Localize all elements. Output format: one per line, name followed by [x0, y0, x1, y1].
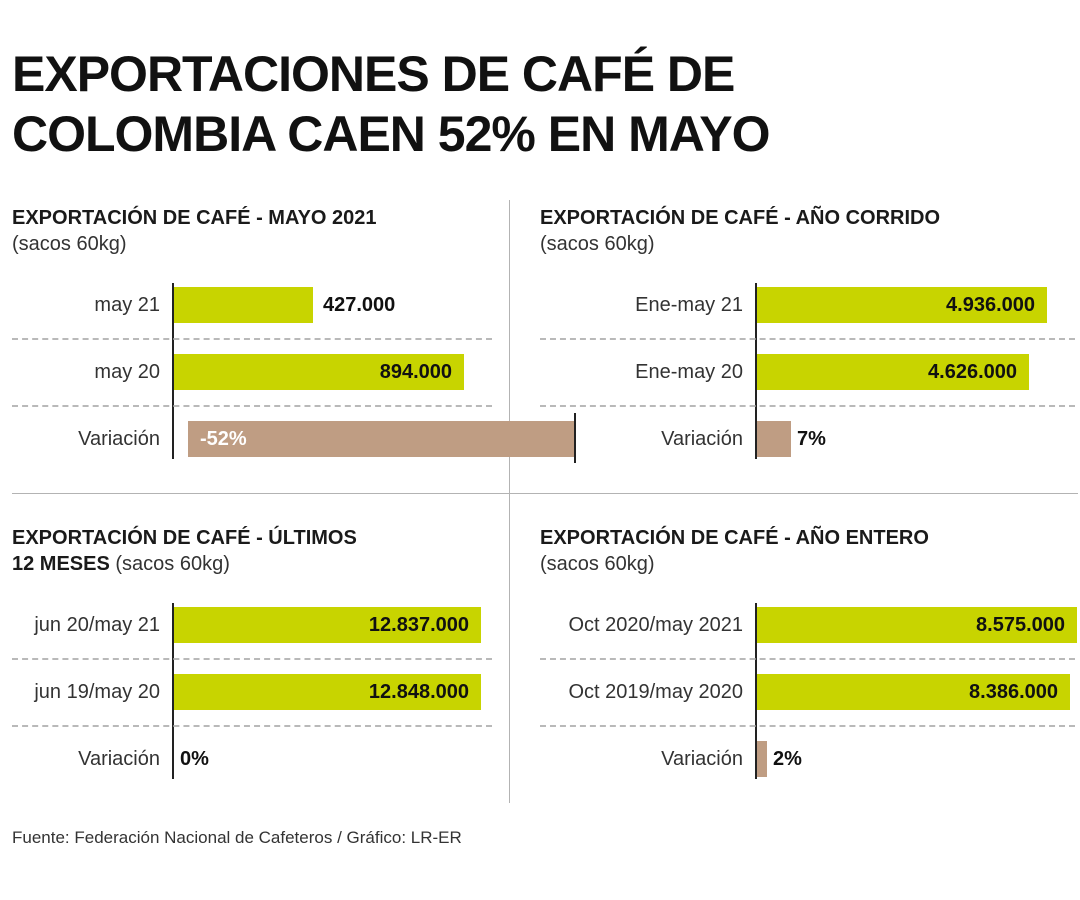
category-label: Oct 2020/may 2021 [568, 614, 743, 636]
chart-axis [172, 283, 174, 459]
value-label: 12.848.000 [368, 681, 469, 703]
row-separator [12, 338, 492, 340]
chart-title: EXPORTACIÓN DE CAFÉ - AÑO CORRIDO [540, 207, 941, 229]
bar-current [757, 607, 1077, 643]
chart-panel-ultimos-12-meses: EXPORTACIÓN DE CAFÉ - ÚLTIMOS 12 MESES (… [12, 525, 542, 825]
page-title: EXPORTACIONES DE CAFÉ DE COLOMBIA CAEN 5… [12, 44, 1062, 164]
category-label: may 21 [94, 294, 160, 316]
bar-previous [174, 674, 481, 710]
category-label: jun 19/may 20 [34, 681, 160, 703]
variation-label: Variación [78, 428, 160, 450]
category-label: Ene-may 21 [635, 294, 743, 316]
source-note: Fuente: Federación Nacional de Cafeteros… [12, 828, 462, 847]
title-line-2: COLOMBIA CAEN 52% EN MAYO [12, 106, 771, 162]
row-separator [540, 338, 1075, 340]
category-label: may 20 [94, 361, 160, 383]
chart-axis [755, 603, 757, 779]
chart-title: EXPORTACIÓN DE CAFÉ - MAYO 2021 [12, 207, 377, 229]
chart-title-line-2: 12 MESES [12, 553, 110, 575]
chart-header: EXPORTACIÓN DE CAFÉ - AÑO CORRIDO (sacos… [540, 205, 940, 257]
row-separator [12, 405, 492, 407]
chart-unit: (sacos 60kg) [540, 553, 655, 575]
chart-unit: (sacos 60kg) [115, 553, 230, 575]
chart-unit: (sacos 60kg) [540, 233, 655, 255]
value-label: 427.000 [323, 294, 396, 316]
bar-current [757, 287, 1047, 323]
row-separator [540, 658, 1075, 660]
value-label: 8.575.000 [976, 614, 1065, 636]
bar-previous [757, 674, 1070, 710]
row-separator [12, 725, 492, 727]
variation-value: 7% [797, 428, 826, 450]
variation-label: Variación [661, 428, 743, 450]
chart-header: EXPORTACIÓN DE CAFÉ - MAYO 2021 (sacos 6… [12, 205, 377, 257]
category-label: Oct 2019/may 2020 [568, 681, 743, 703]
bar-current [174, 287, 313, 323]
row-separator [540, 405, 1075, 407]
title-line-1: EXPORTACIONES DE CAFÉ DE [12, 46, 735, 102]
bar-previous [174, 354, 464, 390]
variation-value: 2% [773, 748, 802, 770]
variation-bar [188, 421, 574, 457]
variation-label: Variación [661, 748, 743, 770]
chart-title: EXPORTACIÓN DE CAFÉ - ÚLTIMOS [12, 527, 357, 549]
value-label: 8.386.000 [969, 681, 1058, 703]
value-label: 4.626.000 [928, 361, 1017, 383]
bar-previous [757, 354, 1029, 390]
variation-bar [757, 421, 791, 457]
row-separator [540, 725, 1075, 727]
chart-header: EXPORTACIÓN DE CAFÉ - ÚLTIMOS 12 MESES (… [12, 525, 357, 577]
chart-axis [172, 603, 174, 779]
chart-title: EXPORTACIÓN DE CAFÉ - AÑO ENTERO [540, 527, 929, 549]
vertical-divider [509, 200, 510, 803]
category-label: Ene-may 20 [635, 361, 743, 383]
variation-endcap [574, 413, 576, 463]
row-separator [12, 658, 492, 660]
variation-value: -52% [200, 428, 247, 450]
chart-panel-mayo-2021: EXPORTACIÓN DE CAFÉ - MAYO 2021 (sacos 6… [12, 205, 576, 505]
value-label: 894.000 [379, 361, 452, 383]
value-label: 4.936.000 [946, 294, 1035, 316]
chart-panel-ano-entero: EXPORTACIÓN DE CAFÉ - AÑO ENTERO (sacos … [540, 525, 1077, 825]
category-label: jun 20/may 21 [34, 614, 160, 636]
value-label: 12.837.000 [368, 614, 469, 636]
variation-value: 0% [180, 748, 209, 770]
chart-panel-ano-corrido: EXPORTACIÓN DE CAFÉ - AÑO CORRIDO (sacos… [540, 205, 1075, 505]
chart-axis [755, 283, 757, 459]
bar-current [174, 607, 481, 643]
variation-bar [757, 741, 767, 777]
variation-label: Variación [78, 748, 160, 770]
chart-unit: (sacos 60kg) [12, 233, 127, 255]
chart-header: EXPORTACIÓN DE CAFÉ - AÑO ENTERO (sacos … [540, 525, 929, 577]
horizontal-divider [12, 493, 1078, 494]
